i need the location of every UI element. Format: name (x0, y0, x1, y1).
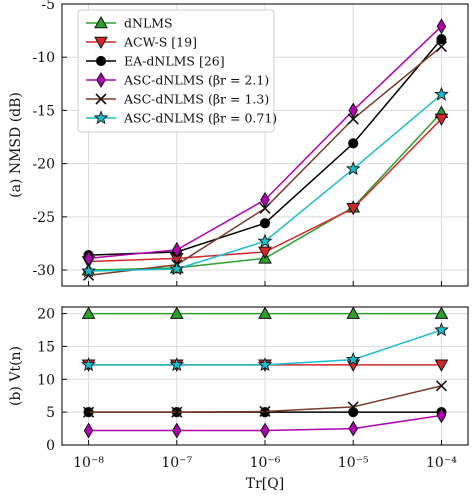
data-point (169, 261, 185, 276)
y-tick-label: -25 (32, 210, 55, 226)
legend-label: ASC-dNLMS (βr = 1.3) (123, 92, 269, 107)
data-point (434, 113, 449, 126)
y-tick-label: 20 (37, 307, 55, 323)
series-4 (82, 41, 448, 281)
legend-entry: dNLMS (86, 16, 173, 31)
legend-marker (95, 55, 107, 67)
series-0 (81, 306, 449, 319)
series-3 (83, 407, 447, 439)
data-point (348, 407, 359, 418)
legend: dNLMS ACW-S [19] EA-dNLMS [26] ASC-dNLMS (β… (77, 9, 277, 133)
data-point (259, 218, 271, 229)
bottom-panel: 0 5 10 15 20 10⁻⁸ 10⁻⁷ 10⁻⁶ 10⁻⁵ 10⁻⁴ (b) Vt(n) Tr[… (8, 306, 469, 492)
data-point (260, 191, 270, 208)
data-point (257, 357, 273, 372)
y-axis-label: (a) NMSD (dB) (8, 92, 24, 198)
y-tick-label: 15 (37, 339, 55, 355)
data-point (81, 357, 96, 372)
data-point (257, 233, 273, 248)
series-5 (81, 86, 449, 278)
legend-entry: ASC-dNLMS (βr = 2.1) (86, 72, 269, 88)
y-tick-label: 10 (37, 372, 55, 388)
legend-entry: EA-dNLMS [26] (86, 54, 225, 69)
legend-marker (94, 15, 108, 29)
legend-label: ACW-S [19] (123, 35, 197, 50)
legend-label: dNLMS (124, 16, 173, 31)
data-point (435, 380, 448, 392)
data-point (436, 34, 447, 45)
series-4 (82, 380, 448, 418)
legend-label: ASC-dNLMS (βr = 0.71) (123, 111, 277, 126)
data-point (345, 161, 361, 176)
data-point (169, 357, 185, 372)
data-point (436, 18, 447, 35)
y-tick-label: -20 (32, 157, 55, 173)
y-tick-label: -30 (32, 263, 55, 279)
data-point (258, 246, 272, 259)
data-point (436, 407, 447, 424)
data-point (347, 113, 359, 125)
data-point (259, 405, 271, 418)
data-point (346, 203, 361, 216)
y-tick-label: 0 (46, 438, 55, 454)
x-tick-label: 10⁻⁵ (338, 455, 369, 471)
data-point (171, 241, 182, 258)
legend-entry: ASC-dNLMS (βr = 0.71) (86, 110, 277, 126)
data-point (82, 269, 95, 281)
y-tick-label: -5 (41, 0, 55, 13)
x-axis-label: Tr[Q] (246, 476, 284, 492)
top-panel: -30 -25 -20 -15 -10 -5 (a) NMSD (dB) (8, 0, 469, 287)
data-point (346, 306, 361, 319)
data-point (169, 306, 184, 319)
data-point (348, 138, 359, 149)
data-point (345, 351, 361, 366)
legend-entry: ASC-dNLMS (βr = 1.3) (86, 92, 269, 107)
x-tick-label: 10⁻⁴ (426, 455, 457, 471)
legend-entry: ACW-S [19] (86, 35, 197, 50)
data-point (434, 86, 449, 101)
data-point (260, 422, 270, 439)
legend-marker (96, 72, 106, 88)
x-tick-label: 10⁻⁷ (161, 455, 192, 471)
data-point (347, 401, 359, 413)
legend-marker (93, 110, 109, 125)
data-point (82, 406, 95, 418)
data-point (434, 359, 449, 372)
legend-marker (95, 93, 107, 105)
x-tick-label: 10⁻⁶ (250, 455, 281, 471)
y-tick-label: -10 (32, 50, 55, 66)
series-5 (81, 322, 449, 372)
legend-box (77, 9, 275, 133)
legend-marker (94, 36, 108, 50)
legend-label: ASC-dNLMS (βr = 2.1) (123, 73, 269, 88)
data-point (81, 306, 96, 319)
data-point (81, 263, 96, 278)
data-point (259, 202, 271, 214)
y-tick-label: -15 (32, 103, 55, 119)
data-point (171, 406, 183, 418)
data-point (348, 420, 359, 437)
data-point (434, 322, 449, 337)
data-point (258, 306, 272, 319)
x-tick-label: 10⁻⁸ (73, 455, 104, 471)
series-3 (83, 18, 447, 267)
y-axis-label: (b) Vt(n) (8, 346, 24, 406)
y-tick-label: 5 (46, 405, 55, 421)
legend-label: EA-dNLMS [26] (124, 54, 225, 69)
data-point (434, 306, 449, 319)
data-point (348, 102, 359, 119)
data-point (435, 41, 448, 53)
data-point (83, 422, 94, 439)
data-point (171, 422, 182, 439)
